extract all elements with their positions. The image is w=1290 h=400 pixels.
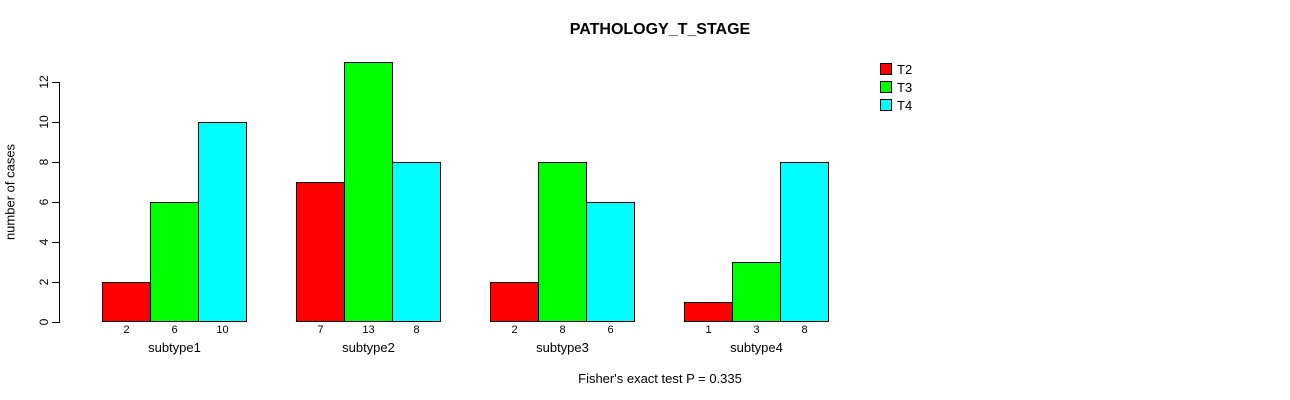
y-axis-tick-label-text: 8 xyxy=(37,158,51,166)
bar-t3-subtype2 xyxy=(344,62,393,322)
bar-t4-subtype4 xyxy=(780,162,829,322)
legend: T2 T3 T4 xyxy=(880,60,912,114)
bar-t2-subtype2 xyxy=(296,182,345,322)
bar-t4-subtype3 xyxy=(586,202,635,322)
bar-value-label: 7 xyxy=(317,324,324,336)
bar-t3-subtype4 xyxy=(732,262,781,322)
bar-value-label: 6 xyxy=(607,324,614,336)
bar-t4-subtype2 xyxy=(392,162,441,322)
legend-swatch-t4 xyxy=(880,99,892,111)
bar-value-label: 13 xyxy=(362,324,375,336)
y-axis-tick xyxy=(52,122,59,123)
footer-annotation: Fisher's exact test P = 0.335 xyxy=(578,371,742,386)
y-axis-tick xyxy=(52,242,59,243)
y-axis-tick-label-text: 12 xyxy=(37,75,51,89)
bar-t2-subtype1 xyxy=(102,282,151,322)
bar-group-subtype1 xyxy=(102,122,247,322)
y-axis-tick xyxy=(52,162,59,163)
legend-label: T2 xyxy=(897,61,913,77)
y-axis-tick-label-text: 6 xyxy=(37,198,51,206)
legend-item-t4: T4 xyxy=(880,96,912,114)
chart-title: PATHOLOGY_T_STAGE xyxy=(569,21,751,38)
y-axis-line xyxy=(59,82,60,323)
legend-swatch-t2 xyxy=(880,63,892,75)
bar-value-label: 10 xyxy=(216,324,229,336)
bar-t2-subtype3 xyxy=(490,282,539,322)
bar-t3-subtype1 xyxy=(150,202,199,322)
bar-group-subtype2 xyxy=(296,62,441,322)
bar-value-label: 2 xyxy=(123,324,130,336)
bar-value-label: 6 xyxy=(171,324,178,336)
y-axis-tick xyxy=(52,82,59,83)
y-axis-tick xyxy=(52,322,59,323)
bar-value-label: 8 xyxy=(559,324,566,336)
y-axis-title-text: number of cases xyxy=(2,143,18,241)
bar-value-label: 8 xyxy=(413,324,420,336)
bar-t4-subtype1 xyxy=(198,122,247,322)
y-axis-tick-label-text: 10 xyxy=(37,115,51,129)
y-axis-tick-label-text: 2 xyxy=(37,278,51,286)
y-axis-tick xyxy=(52,282,59,283)
legend-label: T4 xyxy=(897,97,913,113)
x-category-label-subtype1: subtype1 xyxy=(148,340,201,355)
bar-value-label: 1 xyxy=(705,324,712,336)
bar-group-subtype4 xyxy=(684,162,829,322)
bar-t3-subtype3 xyxy=(538,162,587,322)
legend-swatch-t3 xyxy=(880,81,892,93)
bar-value-label: 3 xyxy=(753,324,760,336)
y-axis-tick-label-text: 0 xyxy=(37,318,51,326)
legend-item-t3: T3 xyxy=(880,78,912,96)
x-category-label-subtype2: subtype2 xyxy=(342,340,395,355)
bar-value-label: 2 xyxy=(511,324,518,336)
x-category-label-subtype4: subtype4 xyxy=(730,340,783,355)
bar-t2-subtype4 xyxy=(684,302,733,322)
x-category-label-subtype3: subtype3 xyxy=(536,340,589,355)
bar-value-label: 8 xyxy=(801,324,808,336)
y-axis-tick xyxy=(52,202,59,203)
legend-label: T3 xyxy=(897,79,913,95)
legend-item-t2: T2 xyxy=(880,60,912,78)
bar-group-subtype3 xyxy=(490,162,635,322)
y-axis-tick-label-text: 4 xyxy=(37,238,51,246)
